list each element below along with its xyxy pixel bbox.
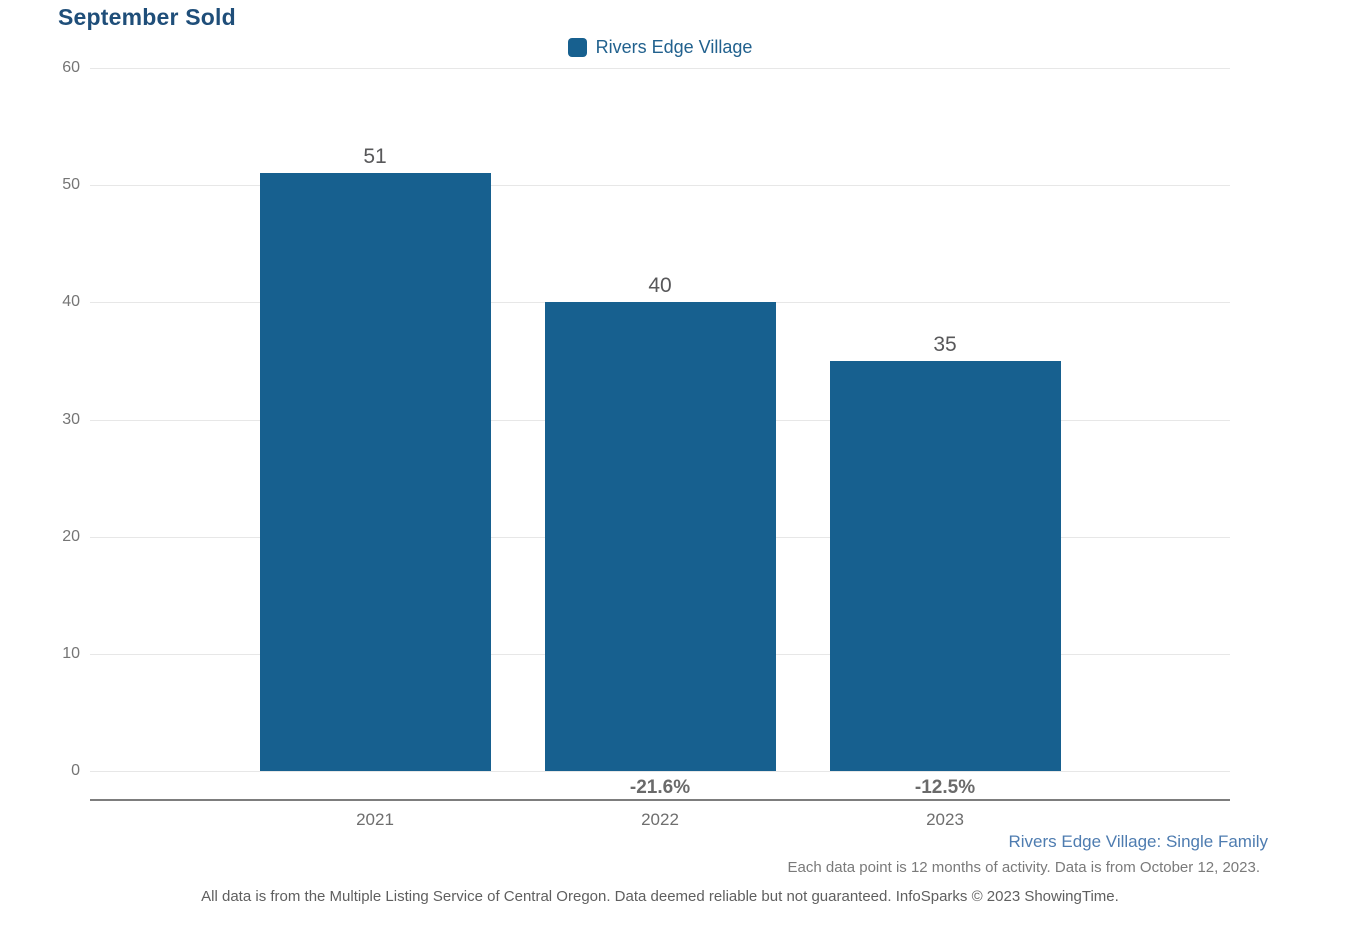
gridline — [90, 185, 1230, 187]
x-axis-line — [90, 799, 1230, 801]
gridline — [90, 68, 1230, 69]
chart-title: September Sold — [58, 4, 236, 30]
y-tick-label: 60 — [62, 59, 80, 76]
x-tick-label: 2022 — [641, 810, 679, 829]
y-tick-label: 0 — [71, 762, 80, 779]
bar-2021[interactable] — [259, 173, 491, 771]
gridline — [90, 771, 1230, 772]
y-tick-label: 50 — [62, 176, 80, 194]
legend-swatch-icon — [567, 37, 587, 57]
bar-2022[interactable] — [544, 302, 776, 771]
bar-value-label: 35 — [933, 333, 957, 356]
bar-value-label: 51 — [363, 145, 387, 168]
footer-activity-note: Each data point is 12 months of activity… — [787, 859, 1260, 876]
y-tick-label: 10 — [62, 644, 80, 662]
x-tick-label: 2021 — [356, 810, 394, 829]
bar-2023[interactable] — [829, 361, 1061, 771]
y-tick-label: 40 — [62, 293, 80, 311]
footer-disclaimer: All data is from the Multiple Listing Se… — [201, 888, 1119, 905]
x-tick-label: 2023 — [926, 810, 964, 829]
legend-label: Rivers Edge Village — [595, 36, 753, 57]
bar-change-label: -12.5% — [914, 777, 976, 798]
plot-area: 51 2021 40 -21.6% 2022 35 -12.5% 2023 — [90, 68, 1230, 829]
bar-value-label: 40 — [648, 274, 672, 297]
bar-change-label: -21.6% — [629, 777, 691, 798]
footer-series-note: Rivers Edge Village: Single Family — [1008, 832, 1268, 851]
y-axis: 0 10 20 30 40 50 60 — [0, 59, 80, 779]
y-tick-label: 20 — [62, 527, 80, 545]
legend[interactable]: Rivers Edge Village — [90, 35, 1230, 59]
y-tick-label: 30 — [62, 410, 80, 428]
